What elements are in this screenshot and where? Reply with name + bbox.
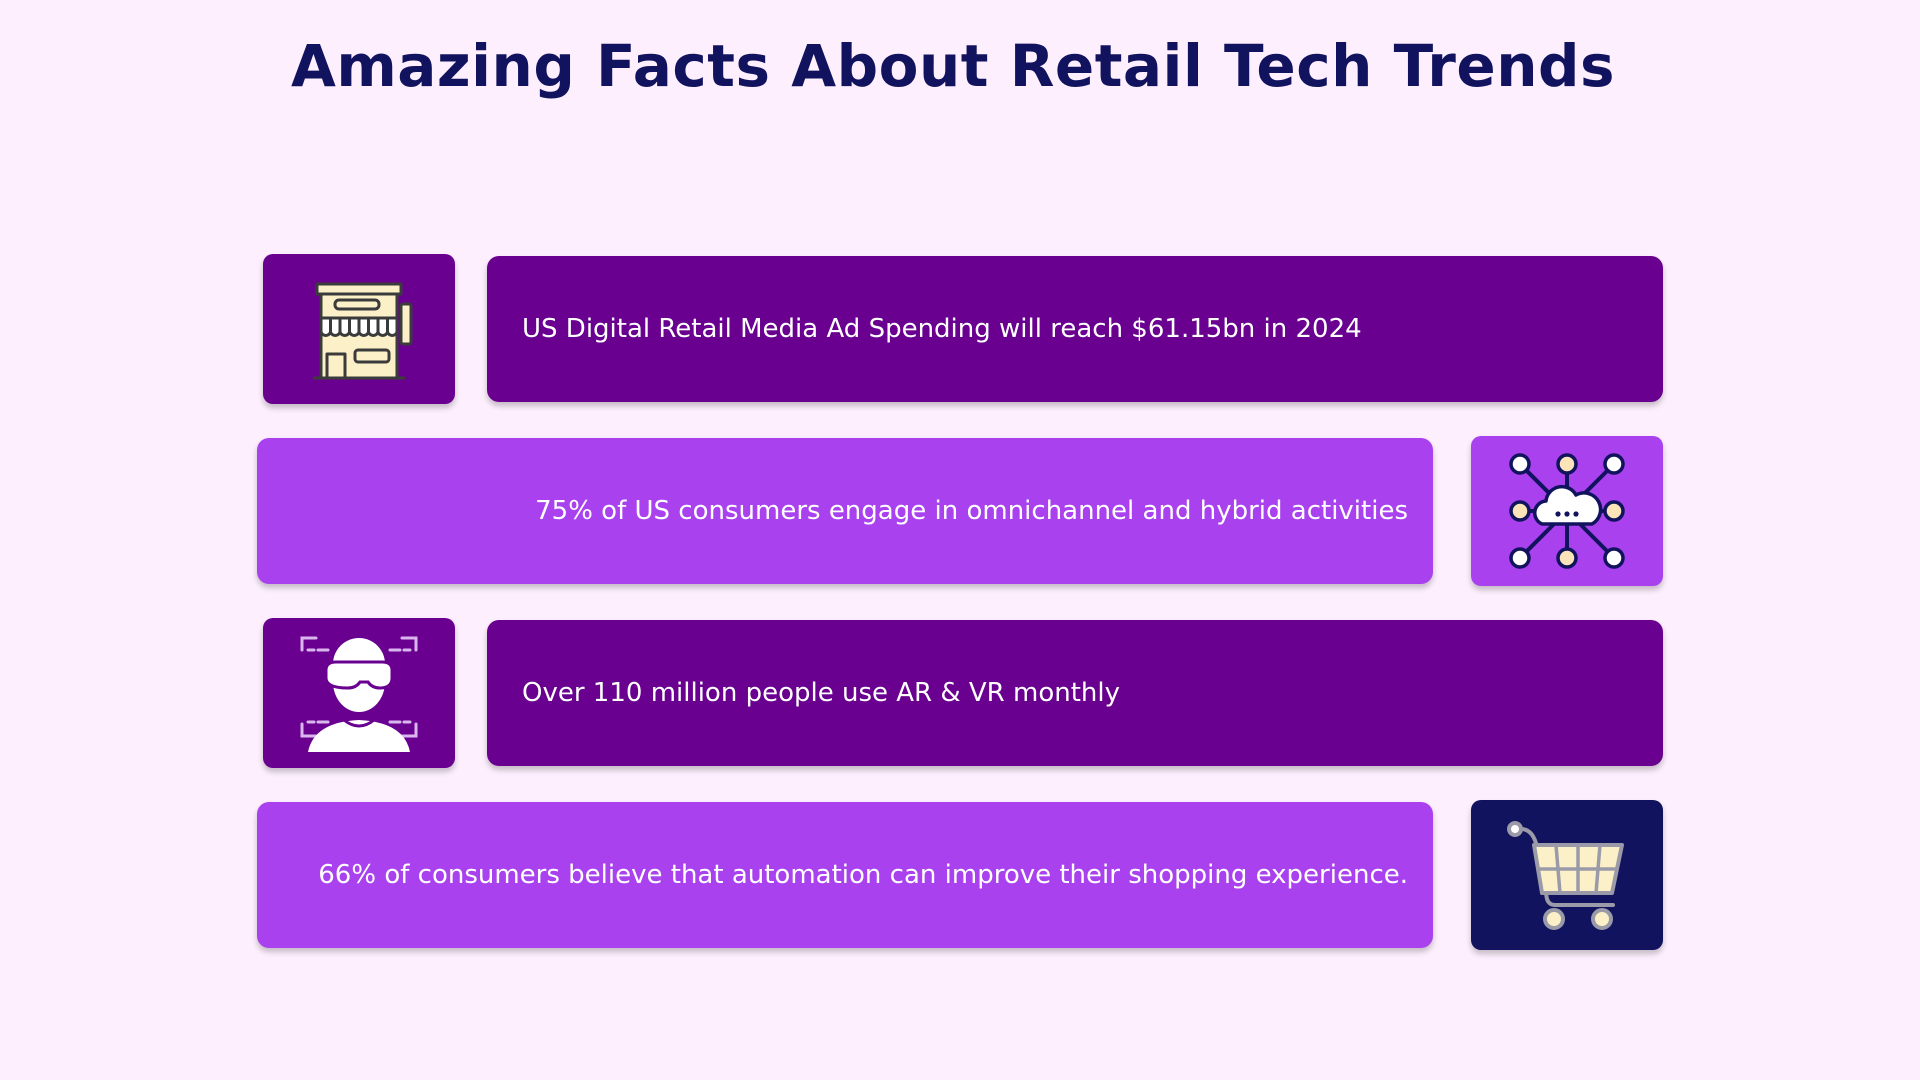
fact-4-bar: 66% of consumers believe that automation… — [257, 802, 1433, 948]
fact-3-icon-box — [263, 618, 455, 768]
fact-4-text: 66% of consumers believe that automation… — [318, 860, 1408, 890]
vr-headset-person-icon — [300, 636, 418, 752]
storefront-icon — [313, 282, 413, 380]
page-title: Amazing Facts About Retail Tech Trends — [290, 32, 1616, 100]
fact-3-text: Over 110 million people use AR & VR mont… — [522, 678, 1121, 708]
fact-1-bar: US Digital Retail Media Ad Spending will… — [487, 256, 1663, 402]
fact-2-icon-box — [1471, 436, 1663, 586]
fact-2-text: 75% of US consumers engage in omnichanne… — [535, 496, 1408, 526]
shopping-cart-icon — [1507, 821, 1624, 930]
fact-2-bar: 75% of US consumers engage in omnichanne… — [257, 438, 1433, 584]
cloud-network-icon — [1509, 453, 1625, 569]
fact-1-text: US Digital Retail Media Ad Spending will… — [522, 314, 1362, 344]
fact-3-bar: Over 110 million people use AR & VR mont… — [487, 620, 1663, 766]
fact-1-icon-box — [263, 254, 455, 404]
fact-4-icon-box — [1471, 800, 1663, 950]
